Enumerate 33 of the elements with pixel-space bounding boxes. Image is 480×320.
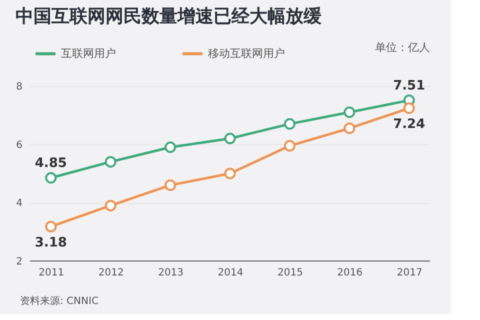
- point: [284, 118, 296, 130]
- chart-title: 中国互联网网民数量增速已经大幅放缓: [16, 6, 323, 27]
- legend-label: 移动互联网用户: [208, 46, 285, 60]
- y-tick-label: 6: [16, 140, 22, 151]
- legend-label: 互联网用户: [61, 46, 116, 60]
- data-label: 4.85: [34, 156, 67, 171]
- y-tick-label: 2: [16, 256, 22, 268]
- x-tick-label: 2016: [337, 268, 363, 278]
- y-tick-label: 4: [16, 198, 22, 210]
- point: [224, 132, 236, 144]
- data-label: 7.51: [393, 78, 426, 94]
- y-tick-label: 8: [16, 82, 22, 92]
- x-tick-label: 2012: [98, 268, 124, 278]
- point: [45, 172, 57, 184]
- x-tick-label: 2014: [218, 268, 244, 278]
- data-label: 7.24: [393, 117, 426, 132]
- point: [344, 106, 356, 118]
- x-tick-label: 2017: [396, 268, 422, 278]
- x-tick-label: 2013: [158, 268, 184, 278]
- x-tick-label: 2011: [38, 268, 64, 278]
- text: 单位：亿人: [375, 41, 430, 54]
- data-label: 3.18: [34, 236, 67, 251]
- point: [104, 156, 116, 168]
- point: [164, 142, 176, 153]
- point: [224, 168, 236, 180]
- point: [164, 179, 176, 191]
- point: [403, 102, 415, 114]
- point: [45, 220, 57, 232]
- text: 资料来源: CNNIC: [20, 295, 98, 307]
- x-tick-label: 2015: [277, 268, 303, 278]
- point: [104, 200, 116, 212]
- point: [284, 140, 296, 152]
- point: [344, 122, 356, 134]
